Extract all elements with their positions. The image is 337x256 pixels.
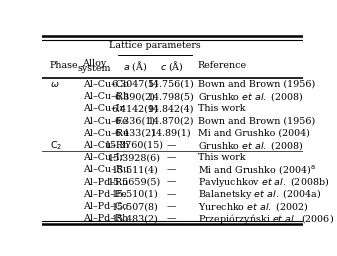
Text: Al–Cu–Rh: Al–Cu–Rh — [83, 92, 129, 101]
Text: Bown and Brown (1956): Bown and Brown (1956) — [197, 80, 315, 89]
Text: 6.336(1): 6.336(1) — [114, 116, 155, 125]
Text: 6.433(2): 6.433(2) — [114, 129, 155, 138]
Text: —: — — [167, 153, 176, 162]
Text: 14.89(1): 14.89(1) — [151, 129, 192, 138]
Text: Reference: Reference — [197, 61, 247, 70]
Text: Balanetsky $\it{et\ al.}$ (2004a): Balanetsky $\it{et\ al.}$ (2004a) — [197, 187, 321, 201]
Text: —: — — [167, 202, 176, 211]
Text: Al–Cu–Co: Al–Cu–Co — [83, 80, 128, 89]
Text: 14.756(1): 14.756(1) — [148, 80, 195, 89]
Text: $\mathrm{C_2}$: $\mathrm{C_2}$ — [50, 139, 62, 152]
Text: Al–Cu–Ir: Al–Cu–Ir — [83, 153, 124, 162]
Text: $a$ (Å): $a$ (Å) — [123, 59, 147, 73]
Text: —: — — [167, 141, 176, 150]
Text: Grushko $\it{et\ al.}$ (2008): Grushko $\it{et\ al.}$ (2008) — [197, 139, 303, 152]
Text: Phase: Phase — [50, 61, 79, 70]
Text: system: system — [78, 64, 111, 73]
Text: Mi and Grushko (2004): Mi and Grushko (2004) — [197, 129, 309, 138]
Text: 6.3047(5): 6.3047(5) — [112, 80, 158, 89]
Text: Al–Cu–Ru: Al–Cu–Ru — [83, 165, 129, 174]
Text: Al–Pd–Rh: Al–Pd–Rh — [83, 214, 128, 223]
Text: 15.3760(15): 15.3760(15) — [105, 141, 164, 150]
Text: Lattice parameters: Lattice parameters — [109, 41, 200, 50]
Text: Al–Cu–Rh: Al–Cu–Rh — [83, 141, 129, 150]
Text: Al–Pd–Co: Al–Pd–Co — [83, 202, 128, 211]
Text: —: — — [167, 165, 176, 174]
Text: This work: This work — [197, 153, 245, 162]
Text: Alloy: Alloy — [82, 59, 106, 68]
Text: 6.4142(9): 6.4142(9) — [112, 104, 158, 113]
Text: —: — — [167, 214, 176, 223]
Text: —: — — [167, 178, 176, 187]
Text: 14.798(5): 14.798(5) — [148, 92, 195, 101]
Text: Pavlyuchkov $\it{et\ al.}$ (2008b): Pavlyuchkov $\it{et\ al.}$ (2008b) — [197, 175, 329, 189]
Text: Mi and Grushko (2004)$^{\rm a}$: Mi and Grushko (2004)$^{\rm a}$ — [197, 163, 315, 176]
Text: This work: This work — [197, 104, 245, 113]
Text: 14.870(2): 14.870(2) — [148, 116, 195, 125]
Text: $\omega$: $\omega$ — [50, 80, 60, 89]
Text: Przepiórzyński $\it{et\ al.}$ (2006): Przepiórzyński $\it{et\ al.}$ (2006) — [197, 212, 334, 226]
Text: 15.511(4): 15.511(4) — [112, 165, 158, 174]
Text: Yurechko $\it{et\ al.}$ (2002): Yurechko $\it{et\ al.}$ (2002) — [197, 200, 308, 213]
Text: 15.507(8): 15.507(8) — [112, 202, 158, 211]
Text: Grushko $\it{et\ al.}$ (2008): Grushko $\it{et\ al.}$ (2008) — [197, 90, 303, 103]
Text: Al–Cu–Ru: Al–Cu–Ru — [83, 129, 129, 138]
Text: —: — — [167, 190, 176, 199]
Text: 14.842(4): 14.842(4) — [148, 104, 195, 113]
Text: Al–Cu–Fe: Al–Cu–Fe — [83, 116, 127, 125]
Text: 15.510(1): 15.510(1) — [112, 190, 158, 199]
Text: 15.5659(5): 15.5659(5) — [108, 178, 161, 187]
Text: $c$ (Å): $c$ (Å) — [159, 59, 183, 73]
Text: Al–Pd–Ru: Al–Pd–Ru — [83, 178, 128, 187]
Text: Al–Pd–Fe: Al–Pd–Fe — [83, 190, 126, 199]
Text: Bown and Brown (1956): Bown and Brown (1956) — [197, 116, 315, 125]
Text: 6.390(2): 6.390(2) — [114, 92, 155, 101]
Text: 15.3928(6): 15.3928(6) — [108, 153, 161, 162]
Text: Al–Cu–Ir: Al–Cu–Ir — [83, 104, 124, 113]
Text: 15.483(2): 15.483(2) — [112, 214, 158, 223]
